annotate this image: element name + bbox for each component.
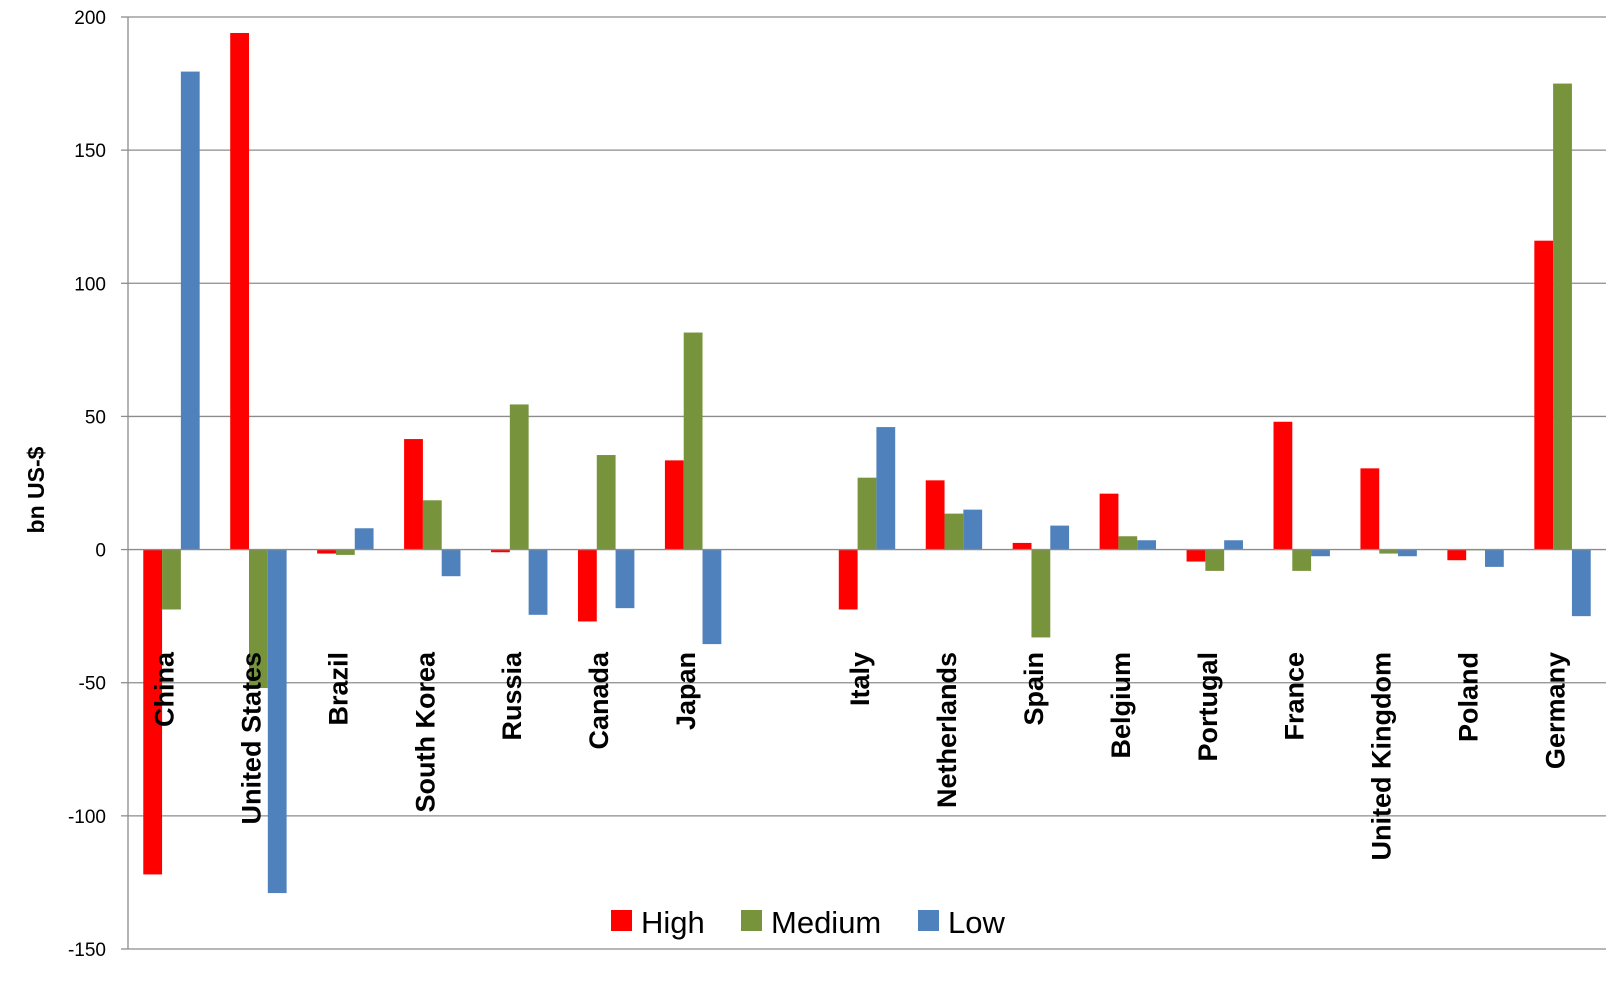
bar-low [441,549,461,577]
bar-medium [422,500,442,550]
category-labels: China United States Brazil South Korea Russi… [149,651,1570,860]
bar-high [1534,240,1554,550]
y-tick-label: 200 [74,8,106,29]
bar-low [354,528,374,550]
legend-swatch-medium [741,910,762,931]
category-label: Spain [1019,652,1049,726]
bars [143,32,1591,894]
bar-low [1484,549,1504,567]
category-label: United States [236,652,266,825]
bar-medium [1031,549,1051,638]
bar-medium [857,477,877,550]
y-tick-label: 50 [85,407,106,428]
category-label: Russia [497,651,527,741]
y-tick-label: -50 [79,674,106,695]
bar-low [702,549,722,645]
bar-low [1050,525,1070,550]
axes: 200 150 100 50 0 -50 -100 -150 [68,8,1606,961]
bar-low [180,71,200,550]
category-label: Belgium [1106,652,1136,759]
category-label: Poland [1454,652,1484,742]
bar-low [1398,549,1417,557]
category-label: Japan [671,652,701,730]
y-tick-label: 0 [95,541,106,562]
y-axis-label: bn US-$ [23,446,49,533]
bar-high [1447,549,1467,561]
category-label: China [149,651,179,727]
category-label: Canada [584,651,614,750]
bar-medium [1292,549,1312,571]
bar-medium [1379,549,1399,554]
y-tick-label: 100 [74,274,106,295]
bar-low [1137,540,1157,550]
legend-label: Low [948,905,1005,940]
legend: High Medium Low [611,905,1005,940]
bar-low [1571,549,1591,617]
legend-swatch-high [611,910,632,931]
bar-high [143,549,163,875]
category-label: Germany [1541,652,1571,769]
bar-high [925,480,945,550]
legend-label: High [641,905,705,940]
legend-swatch-low [918,910,939,931]
bar-high [491,549,510,553]
bar-high [1273,421,1293,550]
y-tick-label: -100 [68,807,106,828]
bar-medium [1553,83,1572,550]
y-tick-label: -150 [68,940,106,961]
bar-medium [162,549,181,610]
bar-medium [1205,549,1225,571]
bar-low [876,427,896,550]
bar-high [317,549,336,554]
bar-high [1099,493,1119,550]
bar-medium [1118,536,1138,550]
bar-low [1224,540,1243,550]
bar-high [1360,468,1380,550]
bar-high [664,460,684,550]
bar-medium [596,455,616,550]
bar-medium [944,513,964,550]
bar-low [267,549,287,894]
category-label: Brazil [323,652,353,726]
bar-high [230,32,250,550]
category-label: Netherlands [932,652,962,808]
bar-low [1311,549,1330,557]
bar-medium [249,549,268,689]
bar-high [1186,549,1206,562]
category-label: Italy [845,652,875,706]
gridlines [128,16,1606,950]
bar-high [577,549,597,622]
bar-high [404,439,423,550]
category-label: South Korea [410,651,440,812]
bar-medium [683,332,703,550]
legend-label: Medium [771,905,881,940]
bar-medium [509,404,529,550]
bar-low [963,509,983,550]
bar-low [528,549,548,615]
y-tick-label: 150 [74,141,106,162]
category-label: France [1280,652,1310,741]
bar-low [615,549,635,609]
bar-medium [335,549,355,555]
bar-high [838,549,858,610]
category-label: United Kingdom [1367,652,1397,860]
bar-high [1012,542,1032,550]
category-label: Portugal [1193,652,1223,762]
